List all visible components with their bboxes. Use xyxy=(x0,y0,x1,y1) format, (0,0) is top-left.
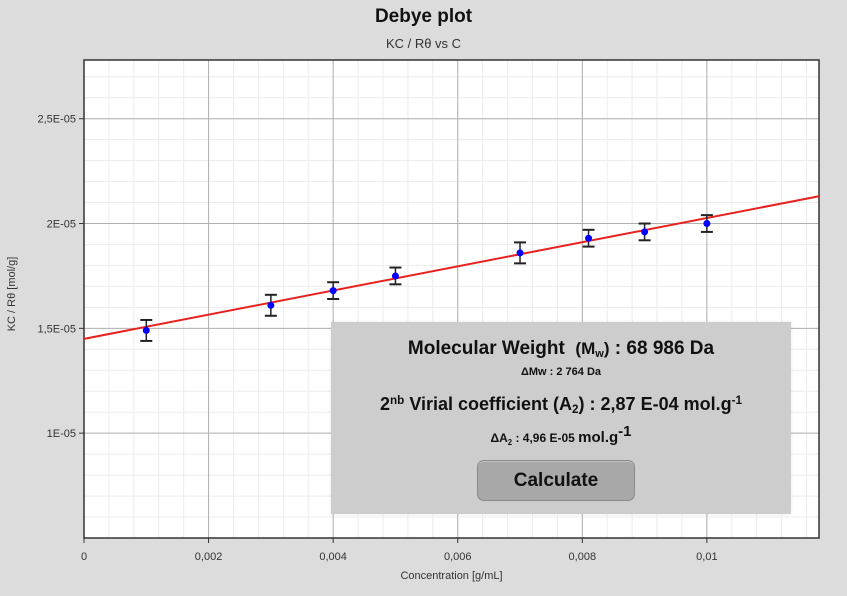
data-point xyxy=(267,301,275,309)
data-point xyxy=(391,272,399,280)
x-tick-label: 0,002 xyxy=(195,551,223,563)
x-tick-label: 0,008 xyxy=(569,551,597,563)
virial-coefficient-line: 2nb Virial coefficient (A2) : 2,87 E-04 … xyxy=(380,394,742,416)
y-axis-label: KC / Rθ [mol/g] xyxy=(6,256,18,332)
delta-a2: ΔA2 : 4,96 E-05 mol.g-1 xyxy=(490,423,632,447)
a2-value: ) : 2,87 E-04 mol.g xyxy=(578,394,732,414)
data-point xyxy=(516,249,524,257)
mw-value: : 68 986 Da xyxy=(614,338,715,359)
x-tick-label: 0,004 xyxy=(319,551,347,563)
chart-subtitle: KC / Rθ vs C xyxy=(385,36,462,51)
mw-label: Molecular Weight xyxy=(407,338,565,359)
x-tick-label: 0 xyxy=(81,551,87,563)
a2-label: Virial coefficient (A xyxy=(409,394,573,414)
data-point xyxy=(641,228,649,236)
x-tick-label: 0,006 xyxy=(444,551,472,563)
y-tick-label: 1E-05 xyxy=(47,428,76,440)
y-tick-label: 2E-05 xyxy=(47,219,76,231)
data-point xyxy=(585,234,593,242)
data-point xyxy=(142,326,150,334)
y-tick-label: 1,5E-05 xyxy=(37,323,76,335)
data-point xyxy=(329,287,337,295)
calculate-button[interactable]: Calculate xyxy=(477,460,635,501)
plot-frame xyxy=(83,59,820,539)
x-axis-label: Concentration [g/mL] xyxy=(400,570,503,582)
x-tick-label: 0,01 xyxy=(696,551,717,563)
results-panel: Molecular Weight (Mw) : 68 986 Da ΔMw : … xyxy=(331,322,791,514)
molecular-weight-line: Molecular Weight (Mw) : 68 986 Da xyxy=(331,338,791,360)
y-tick-label: 2,5E-05 xyxy=(37,114,76,126)
data-point xyxy=(703,220,711,228)
chart-title: Debye plot xyxy=(374,6,473,27)
delta-mw: ΔMw : 2 764 Da xyxy=(520,366,602,378)
mw-symbol: (Mw) xyxy=(575,339,610,360)
regression-line xyxy=(83,195,820,340)
